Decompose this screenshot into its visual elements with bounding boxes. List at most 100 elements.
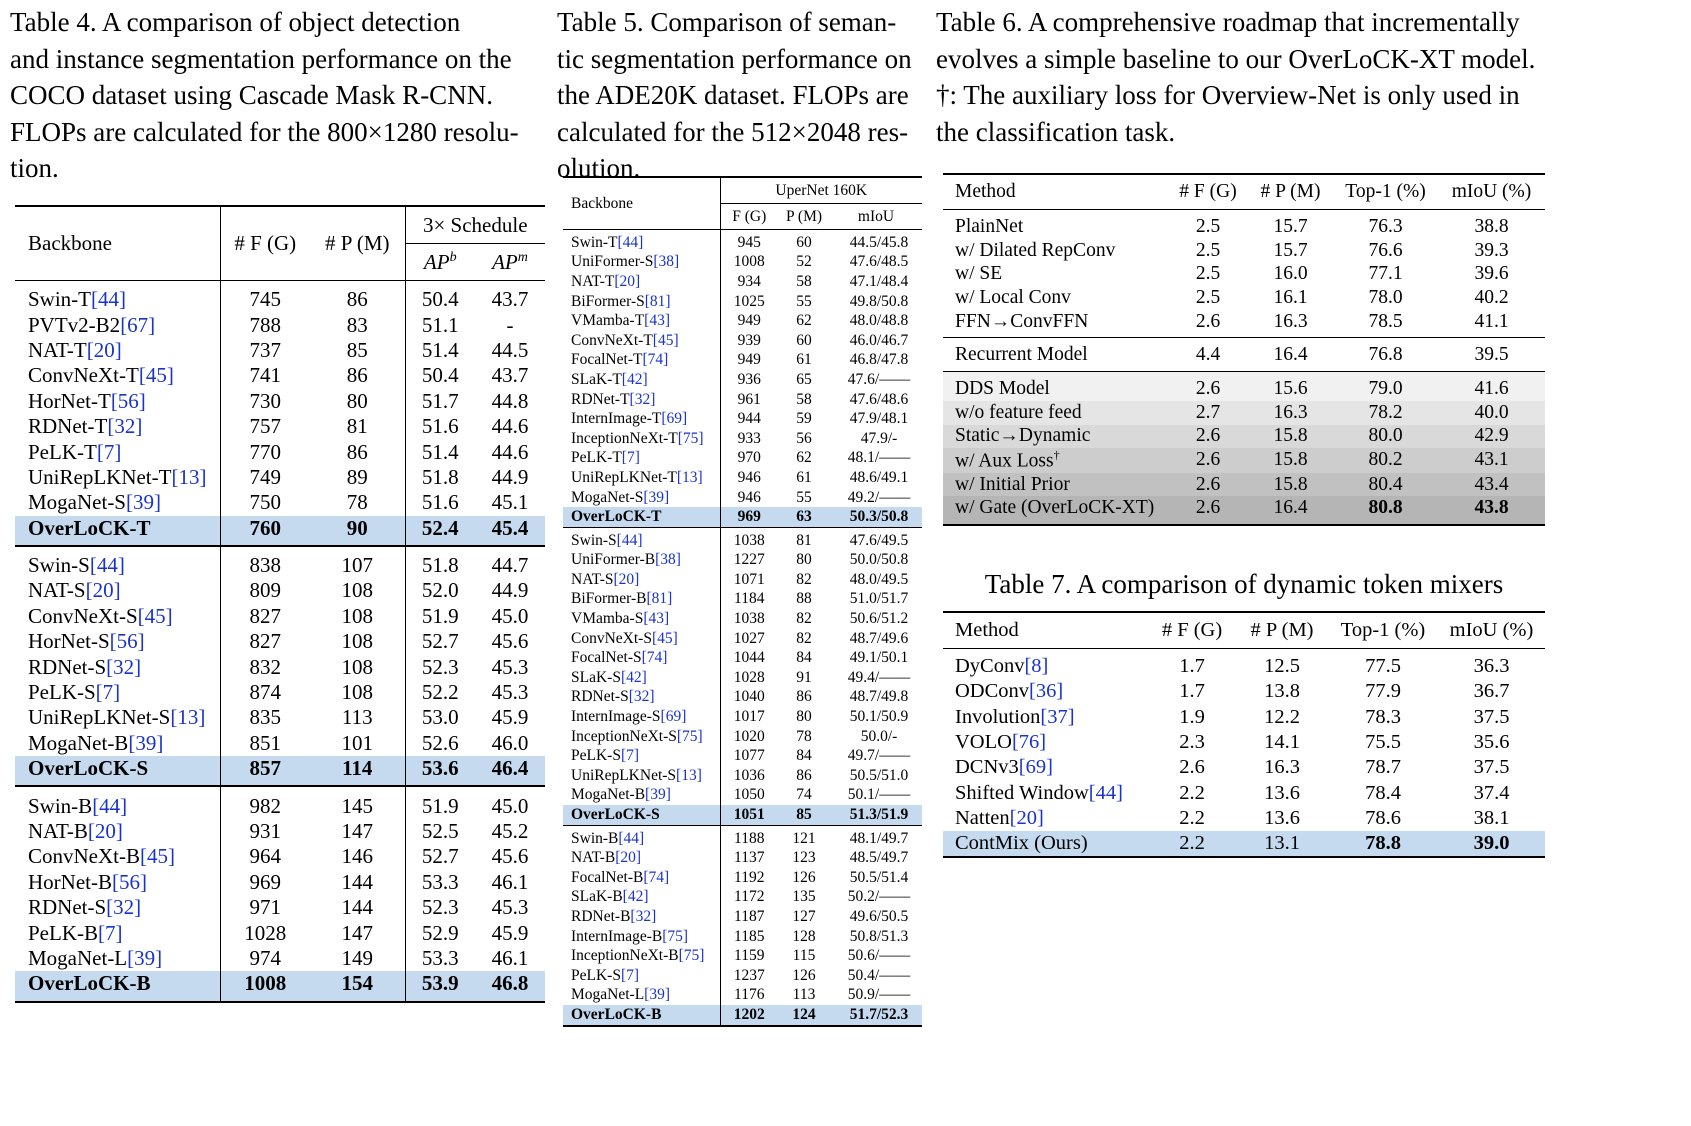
citation-link[interactable]: [7] — [96, 439, 122, 464]
citation-link[interactable]: [38] — [653, 253, 680, 271]
citation-link[interactable]: [56] — [110, 388, 146, 413]
citation-link[interactable]: [43] — [644, 312, 670, 330]
apb-cell: 52.3 — [421, 895, 459, 920]
params-cell: 60 — [796, 331, 812, 349]
citation-link[interactable]: [74] — [643, 868, 670, 886]
citation-link[interactable]: [32] — [628, 688, 655, 706]
citation-link[interactable]: [44] — [616, 531, 643, 549]
top1-cell: 79.0 — [1333, 371, 1438, 401]
miou-cell: 48.1/49.7 — [849, 829, 909, 847]
citation-link[interactable]: [36] — [1029, 680, 1064, 703]
citation-link[interactable]: [20] — [613, 570, 640, 588]
params-cell: 15.6 — [1248, 371, 1333, 401]
method-name: VMamba-T — [571, 312, 645, 330]
citation-link[interactable]: [32] — [107, 414, 143, 439]
method-name: PeLK-S — [571, 747, 621, 765]
citation-link[interactable]: [39] — [128, 730, 164, 755]
method-name-cell: w/ Initial Prior — [943, 472, 1168, 497]
citation-link[interactable]: [74] — [641, 649, 668, 667]
citation-link[interactable]: [45] — [138, 363, 174, 388]
params-cell: 16.4 — [1248, 496, 1333, 526]
citation-link[interactable]: [44] — [89, 553, 125, 578]
table-row: Swin-S[44] 1038 81 47.6/49.5 — [563, 527, 922, 551]
table-row: OverLoCK-T 969 63 50.3/50.8 — [563, 507, 922, 528]
citation-link[interactable]: [56] — [109, 629, 145, 654]
apm-cell: 45.3 — [491, 680, 529, 705]
citation-link[interactable]: [20] — [1009, 806, 1044, 829]
citation-link[interactable]: [7] — [95, 680, 121, 705]
citation-link[interactable]: [81] — [644, 292, 671, 310]
citation-link[interactable]: [7] — [620, 747, 640, 765]
citation-link[interactable]: [75] — [662, 927, 689, 945]
apm-cell: 45.0 — [491, 793, 529, 818]
citation-link[interactable]: [13] — [676, 468, 703, 486]
citation-link[interactable]: [20] — [87, 819, 123, 843]
citation-link[interactable]: [44] — [618, 829, 645, 847]
citation-link[interactable]: [75] — [676, 727, 703, 745]
citation-link[interactable]: [56] — [111, 869, 147, 894]
citation-link[interactable]: [44] — [617, 233, 644, 251]
citation-link[interactable]: [13] — [676, 766, 702, 784]
flops-cell: 945 — [737, 233, 761, 251]
citation-link[interactable]: [39] — [643, 488, 670, 506]
table-row: FocalNet-T[74] 949 61 46.8/47.8 — [563, 350, 922, 371]
citation-link[interactable]: [75] — [677, 429, 704, 447]
citation-link[interactable]: [42] — [621, 370, 648, 388]
apm-cell: 44.8 — [491, 388, 529, 413]
citation-link[interactable]: [20] — [86, 337, 122, 362]
params-cell: 145 — [310, 786, 406, 819]
citation-link[interactable]: [74] — [642, 351, 669, 369]
citation-link[interactable]: [20] — [85, 578, 121, 603]
citation-link[interactable]: [13] — [170, 705, 206, 730]
citation-link[interactable]: [37] — [1040, 705, 1075, 728]
citation-link[interactable]: [45] — [137, 603, 173, 628]
table-row: Swin-B[44] 1188 121 48.1/49.7 — [563, 825, 922, 849]
citation-link[interactable]: [81] — [646, 590, 673, 608]
citation-link[interactable]: [44] — [91, 287, 126, 312]
params-cell: 74 — [796, 786, 812, 804]
citation-link[interactable]: [39] — [126, 490, 161, 515]
citation-link[interactable]: [7] — [98, 920, 123, 945]
citation-link[interactable]: [75] — [678, 947, 705, 965]
citation-link[interactable]: [76] — [1011, 731, 1047, 754]
flops-cell: 939 — [737, 331, 761, 349]
method-name-cell: PeLK-T[7] — [15, 439, 221, 465]
citation-link[interactable]: [38] — [655, 551, 681, 569]
citation-link[interactable]: [69] — [661, 410, 688, 428]
citation-link[interactable]: [67] — [120, 312, 156, 337]
citation-link[interactable]: [13] — [171, 464, 207, 489]
citation-link[interactable]: [69] — [1018, 756, 1053, 779]
citation-link[interactable]: [45] — [651, 629, 678, 647]
citation-link[interactable]: [32] — [629, 390, 656, 408]
table-row: ODConv[36] 1.7 13.8 77.9 36.7 — [943, 679, 1545, 704]
citation-link[interactable]: [7] — [620, 966, 640, 984]
method-name: w/ Dilated RepConv — [955, 239, 1116, 261]
citation-link[interactable]: [32] — [106, 654, 142, 679]
citation-link[interactable]: [43] — [643, 610, 670, 628]
table-row: Recurrent Model 4.4 16.4 76.8 39.5 — [943, 337, 1545, 372]
citation-link[interactable]: [45] — [140, 844, 175, 869]
citation-link[interactable]: [39] — [127, 945, 163, 970]
citation-link[interactable]: [20] — [614, 272, 641, 290]
citation-link[interactable]: [39] — [645, 786, 671, 804]
citation-link[interactable]: [44] — [92, 793, 128, 818]
method-name-cell: NAT-T[20] — [563, 272, 721, 292]
citation-link[interactable]: [8] — [1024, 655, 1049, 678]
citation-link[interactable]: [39] — [644, 986, 670, 1004]
citation-link[interactable]: [7] — [621, 449, 640, 467]
citation-link[interactable]: [32] — [106, 895, 142, 920]
table-row: BiFormer-B[81] 1184 88 51.0/51.7 — [563, 589, 922, 610]
method-name: Recurrent Model — [955, 344, 1088, 366]
citation-link[interactable]: [42] — [620, 668, 647, 686]
citation-link[interactable]: [44] — [1088, 781, 1123, 804]
citation-link[interactable]: [32] — [630, 907, 657, 925]
table-row: w/ Local Conv 2.5 16.1 78.0 40.2 — [943, 286, 1545, 310]
method-name: ConvNeXt-T — [571, 331, 653, 349]
citation-link[interactable]: [20] — [615, 849, 642, 867]
flops-cell: 2.7 — [1168, 400, 1248, 425]
params-cell: 80 — [796, 708, 812, 726]
table-row: MogaNet-B[39] 851 101 52.6 46.0 — [15, 730, 545, 757]
citation-link[interactable]: [69] — [660, 708, 687, 726]
citation-link[interactable]: [45] — [652, 331, 679, 349]
citation-link[interactable]: [42] — [622, 888, 649, 906]
